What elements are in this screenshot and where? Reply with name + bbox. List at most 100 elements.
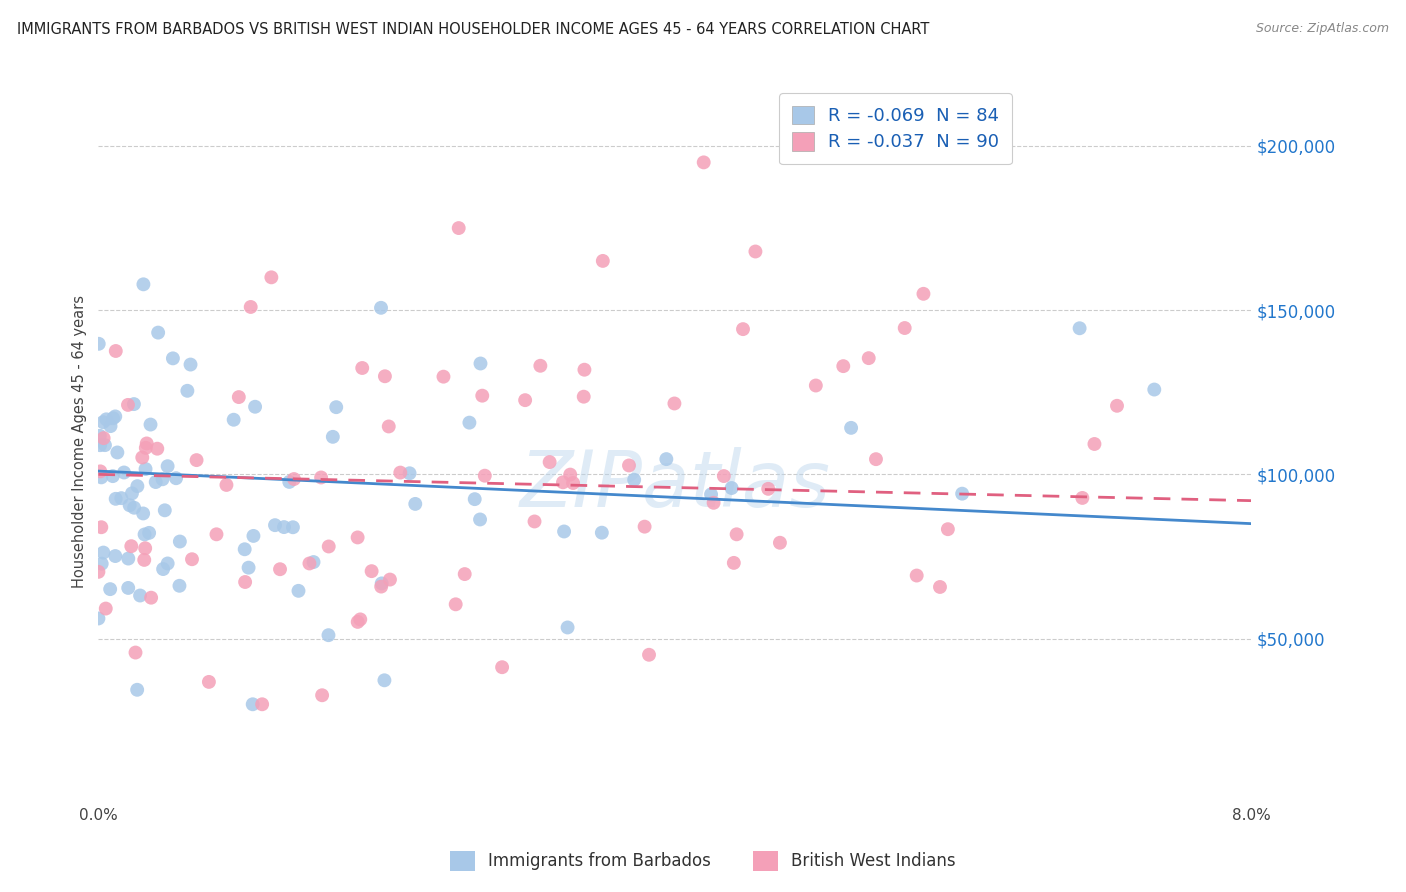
Point [858,351,880,366]
Point [205,527,228,541]
Point [905,568,928,582]
Point [756,482,779,496]
Point [243,400,266,414]
Point [374,369,396,384]
Point [239,300,262,314]
Point [444,597,467,611]
Point [562,475,585,490]
Point [700,487,723,501]
Point [146,442,169,456]
Point [94,601,117,615]
Point [1071,491,1094,505]
Point [181,552,204,566]
Point [471,389,494,403]
Point [139,417,162,432]
Point [720,481,742,495]
Point [557,620,579,634]
Point [153,503,176,517]
Point [98,582,121,596]
Point [538,455,561,469]
Point [117,551,139,566]
Point [124,646,146,660]
Point [398,467,420,481]
Point [318,628,340,642]
Point [325,400,347,414]
Point [146,326,169,340]
Point [104,343,127,358]
Point [180,358,202,372]
Point [865,452,887,467]
Text: Source: ZipAtlas.com: Source: ZipAtlas.com [1256,22,1389,36]
Point [134,553,156,567]
Point [134,527,156,541]
Point [352,361,374,376]
Point [122,397,145,411]
Point [90,557,112,571]
Point [129,589,152,603]
Point [117,398,139,412]
Point [370,301,392,315]
Point [839,421,862,435]
Point [346,615,368,629]
Point [318,540,340,554]
Point [560,467,582,482]
Text: ZIPatlas: ZIPatlas [519,447,831,523]
Point [101,469,124,483]
Point [283,472,305,486]
Point [89,438,111,452]
Point [693,155,716,169]
Point [93,545,115,559]
Point [242,698,264,712]
Legend: R = -0.069  N = 84, R = -0.037  N = 90: R = -0.069 N = 84, R = -0.037 N = 90 [779,93,1012,164]
Point [298,557,321,571]
Point [592,253,614,268]
Point [491,660,513,674]
Point [655,452,678,467]
Point [377,419,399,434]
Point [725,527,748,541]
Point [273,520,295,534]
Point [912,286,935,301]
Point [135,462,157,476]
Point [87,336,110,351]
Point [198,674,221,689]
Point [623,473,645,487]
Point [893,321,915,335]
Point [87,611,110,625]
Point [165,471,187,485]
Point [513,393,536,408]
Point [269,562,291,576]
Point [633,519,655,533]
Point [832,359,855,373]
Point [132,277,155,292]
Point [664,396,686,410]
Point [250,698,273,712]
Point [703,496,725,510]
Point [101,411,124,425]
Point [529,359,551,373]
Point [744,244,766,259]
Point [228,390,250,404]
Point [470,357,492,371]
Point [156,459,179,474]
Point [96,412,118,426]
Point [464,492,486,507]
Point [638,648,661,662]
Point [233,574,256,589]
Point [1105,399,1128,413]
Point [713,469,735,483]
Point [617,458,640,473]
Point [134,541,156,556]
Point [127,682,149,697]
Point [117,581,139,595]
Point [94,438,117,452]
Point [322,430,344,444]
Point [929,580,952,594]
Point [91,415,114,429]
Point [1083,437,1105,451]
Point [936,522,959,536]
Point [89,429,111,443]
Point [156,557,179,571]
Point [242,529,264,543]
Point [432,369,454,384]
